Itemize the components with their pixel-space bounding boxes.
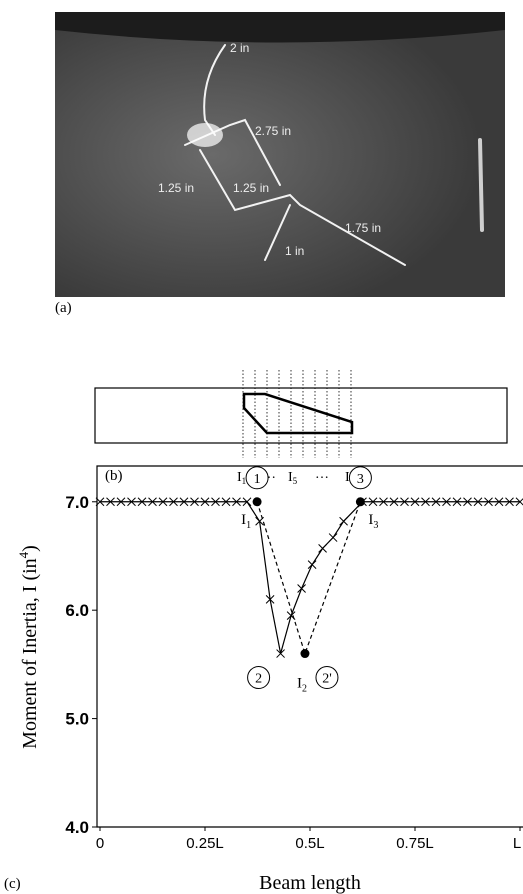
axis-frame [97, 466, 523, 827]
point-label: 2 [255, 672, 262, 687]
inertia-label: I3 [368, 512, 378, 531]
panel-label: (b) [105, 468, 123, 484]
photo-label: 1 in [285, 244, 304, 258]
section-lines [243, 370, 351, 458]
point-label: 2' [322, 672, 332, 687]
point-label: 3 [357, 472, 364, 487]
figure: 2 in 2.75 in 1.25 in 1.25 in 1.75 in 1 i… [0, 0, 523, 894]
photo: 2 in 2.75 in 1.25 in 1.25 in 1.75 in 1 i… [55, 12, 505, 297]
x-tick-label: 0 [96, 835, 104, 852]
section-label: I1 [237, 470, 246, 486]
y-tick-label: 6.0 [65, 601, 89, 620]
inertia-label: I1 [241, 512, 251, 531]
series-line [257, 502, 360, 654]
cross-marker [329, 534, 337, 542]
y-tick-label: 4.0 [65, 818, 89, 837]
panel-label: (a) [55, 300, 72, 316]
crack-zone [244, 394, 352, 433]
beam [95, 388, 507, 443]
section-label: I5 [288, 470, 298, 486]
photo-label: 2 in [230, 41, 249, 55]
chart: (c) Beam length Moment of Inertia, I (in… [4, 466, 523, 894]
photo-label: 1.25 in [158, 181, 194, 195]
dot-marker [356, 497, 365, 506]
point-label: 1 [254, 472, 261, 487]
x-axis-title: Beam length [259, 872, 361, 894]
photo-label: 2.75 in [255, 124, 291, 138]
dot-marker [300, 649, 309, 658]
glow-spot [187, 123, 223, 147]
dot-marker [253, 497, 262, 506]
x-tick-label: L [513, 835, 521, 852]
x-tick-label: 0.25L [186, 835, 224, 852]
cross-marker [340, 517, 348, 525]
page: {"photo": {"panel_label": "(a)", "labels… [0, 0, 523, 894]
cross-marker [298, 585, 306, 593]
inertia-subscript: 2 [302, 684, 307, 695]
y-tick-label: 5.0 [65, 710, 89, 729]
diagram: I1 … I5 … I10 [95, 370, 507, 486]
photo-label: 1.25 in [233, 181, 269, 195]
panel-label: (c) [4, 876, 21, 892]
y-tick-label: 7.0 [65, 493, 89, 512]
cross-marker [319, 544, 327, 552]
series-line [100, 502, 520, 654]
inertia-subscript: 3 [373, 520, 378, 531]
inertia-subscript: 1 [246, 520, 251, 531]
cross-marker [308, 561, 316, 569]
x-tick-label: 0.5L [295, 835, 324, 852]
y-axis-title: Moment of Inertia, I (in4) [16, 545, 41, 749]
section-label: … [315, 467, 329, 482]
x-tick-label: 0.75L [396, 835, 434, 852]
inertia-label: I2 [297, 676, 307, 695]
photo-label: 1.75 in [345, 221, 381, 235]
photo-bg [55, 12, 505, 297]
